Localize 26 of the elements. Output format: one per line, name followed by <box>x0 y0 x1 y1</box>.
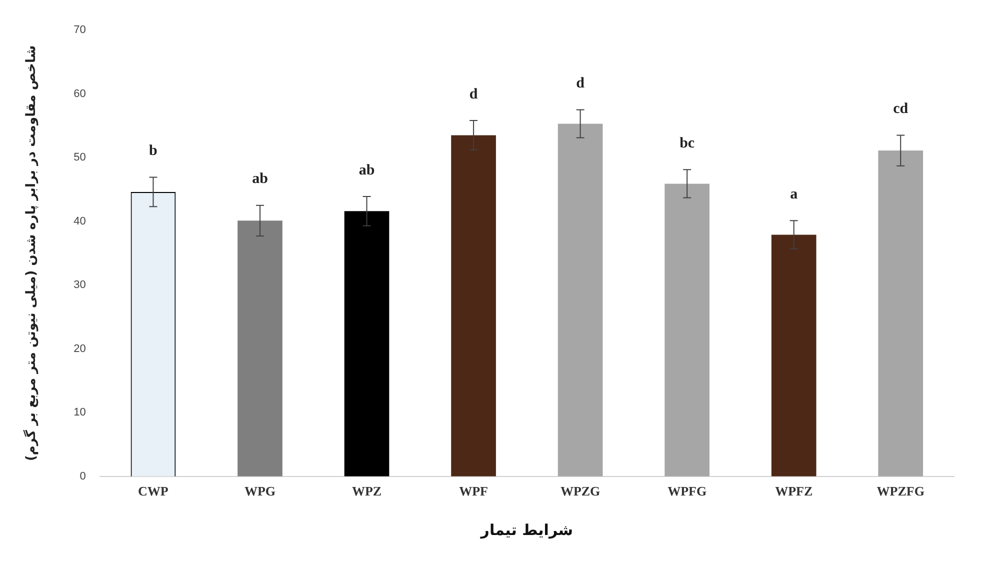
annotation: d <box>469 86 478 102</box>
annotation: cd <box>893 101 909 118</box>
annotation: ab <box>252 171 268 188</box>
x-tick-label: WPZ <box>352 484 382 499</box>
x-tick-label: WPFZ <box>775 484 813 499</box>
x-tick-label: WPFG <box>668 484 707 499</box>
y-tick-label: 30 <box>74 279 86 292</box>
y-tick-label: 40 <box>74 215 86 228</box>
x-tick-label: WPF <box>459 484 488 499</box>
y-tick-label: 70 <box>74 24 86 36</box>
annotation: bc <box>680 136 695 152</box>
x-tick-label: WPZG <box>560 484 600 499</box>
x-tick-label: WPZFG <box>876 484 924 499</box>
y-tick-label: 50 <box>74 152 86 164</box>
y-tick-label: 60 <box>74 88 86 100</box>
y-tick-label: 0 <box>80 470 86 482</box>
annotation: b <box>149 143 158 160</box>
annotation: ab <box>358 162 375 178</box>
annotation: a <box>790 186 798 203</box>
y-axis-title: شاخص مقاومت در برابر پاره شدن (میلی نیوتن متر مربع بر گرم) <box>23 45 40 462</box>
x-axis-title: شرایط تیمار <box>480 520 574 539</box>
x-tick-label: WPG <box>244 484 276 499</box>
y-tick-label: 20 <box>74 342 86 355</box>
annotation: d <box>576 76 586 92</box>
x-tick-label: CWP <box>138 484 168 499</box>
y-tick-label: 10 <box>74 406 86 419</box>
